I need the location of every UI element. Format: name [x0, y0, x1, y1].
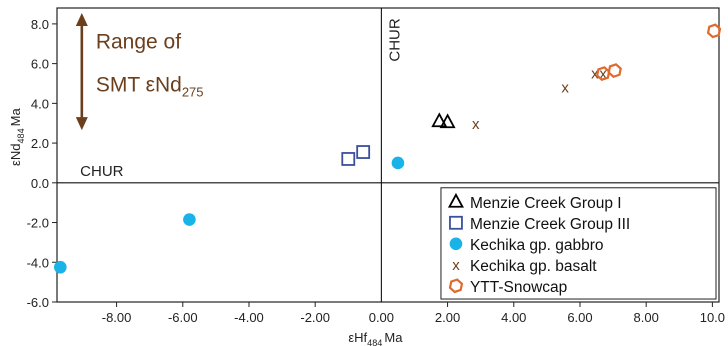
- point-menzie-creek-group-i: [431, 112, 448, 128]
- range-label-line2: SMT εNd275: [96, 73, 204, 99]
- range-label-main: SMT εNd: [96, 73, 182, 96]
- y-tick-label: -4.0: [27, 255, 49, 270]
- range-label-sub: 275: [182, 84, 204, 99]
- range-arrow-head-down: [75, 117, 88, 131]
- x-tick-label: -6.00: [168, 310, 198, 325]
- x-axis-label-unit: Ma: [384, 330, 403, 345]
- y-axis-label-sub: 484: [16, 128, 26, 143]
- legend: Menzie Creek Group I Menzie Creek Group I…: [440, 187, 717, 300]
- point-menzie-creek-group-i: [439, 113, 456, 129]
- x-tick-label: 8.00: [634, 310, 659, 325]
- y-tick-label: 6.0: [31, 57, 49, 72]
- x-tick-label: 4.00: [501, 310, 526, 325]
- legend-box: [440, 187, 717, 300]
- point-ytt-snowcap: [706, 23, 722, 39]
- point-kechika-gp-gabbro: [183, 213, 196, 226]
- reference-lines: CHUR CHUR: [57, 8, 719, 302]
- point-kechika-gp-basalt: x: [599, 66, 607, 83]
- point-menzie-creek-group-iii: [356, 145, 371, 159]
- y-tick-label: -6.0: [27, 295, 49, 310]
- data-points: xxx x: [54, 23, 722, 274]
- chur-vertical-label: CHUR: [386, 18, 403, 61]
- legend-label-kechika-gp-basalt: Kechika gp. basalt: [470, 258, 597, 275]
- point-kechika-gp-basalt: x: [561, 79, 569, 96]
- y-tick-label: 4.0: [31, 96, 49, 111]
- point-menzie-creek-group-iii: [341, 152, 356, 166]
- legend-label-ytt-snowcap: YTT-Snowcap: [470, 279, 567, 296]
- legend-label-kechika-gp-gabbro: Kechika gp. gabbro: [470, 237, 604, 254]
- point-kechika-gp-gabbro: [391, 156, 405, 170]
- range-label-line1: Range of: [96, 31, 181, 54]
- range-annotation: Range of SMT εNd275: [75, 13, 204, 131]
- x-tick-label: -4.00: [234, 310, 264, 325]
- x-tick-label: -2.00: [300, 310, 330, 325]
- y-axis-label: εNd484Ma: [8, 108, 26, 166]
- point-kechika-gp-gabbro: [54, 260, 67, 274]
- x-axis-label: εHf484 Ma: [348, 330, 403, 346]
- x-tick-label: 6.00: [567, 310, 592, 325]
- x-tick-label: -8.00: [102, 310, 132, 325]
- point-kechika-gp-basalt: x: [472, 116, 480, 133]
- y-tick-label: 8.0: [31, 17, 49, 32]
- legend-marker-kechika-gp-basalt: x: [452, 257, 460, 274]
- y-axis-label-main: εNd: [8, 144, 23, 166]
- x-axis-label-main: εHf: [348, 330, 367, 345]
- axis-ticks: -8.00 -6.00 -4.00 -2.00 0.00 2.00 4.00 6.00 8.00…: [27, 17, 725, 325]
- y-tick-label: -2.0: [27, 216, 49, 231]
- range-arrow-head-up: [75, 13, 88, 26]
- legend-marker-menzie-creek-group-iii: [449, 215, 463, 230]
- legend-label-menzie-creek-group-i: Menzie Creek Group I: [470, 195, 622, 212]
- x-tick-label: 0.00: [369, 310, 394, 325]
- legend-marker-kechika-gp-gabbro: [449, 237, 463, 251]
- point-kechika-gp-basalt: x: [591, 66, 599, 83]
- point-ytt-snowcap: [607, 63, 622, 78]
- legend-label-menzie-creek-group-iii: Menzie Creek Group III: [470, 216, 630, 233]
- x-tick-label: 10.0: [700, 310, 725, 325]
- legend-marker-ytt-snowcap: [448, 278, 464, 294]
- x-axis-label-sub: 484: [367, 338, 382, 346]
- y-tick-label: 0.0: [31, 176, 49, 191]
- legend-marker-menzie-creek-group-i: [447, 192, 464, 208]
- x-tick-label: 2.00: [435, 310, 460, 325]
- y-tick-label: 2.0: [31, 136, 49, 151]
- y-axis-label-unit: Ma: [8, 108, 23, 127]
- chur-horizontal-label: CHUR: [80, 163, 123, 180]
